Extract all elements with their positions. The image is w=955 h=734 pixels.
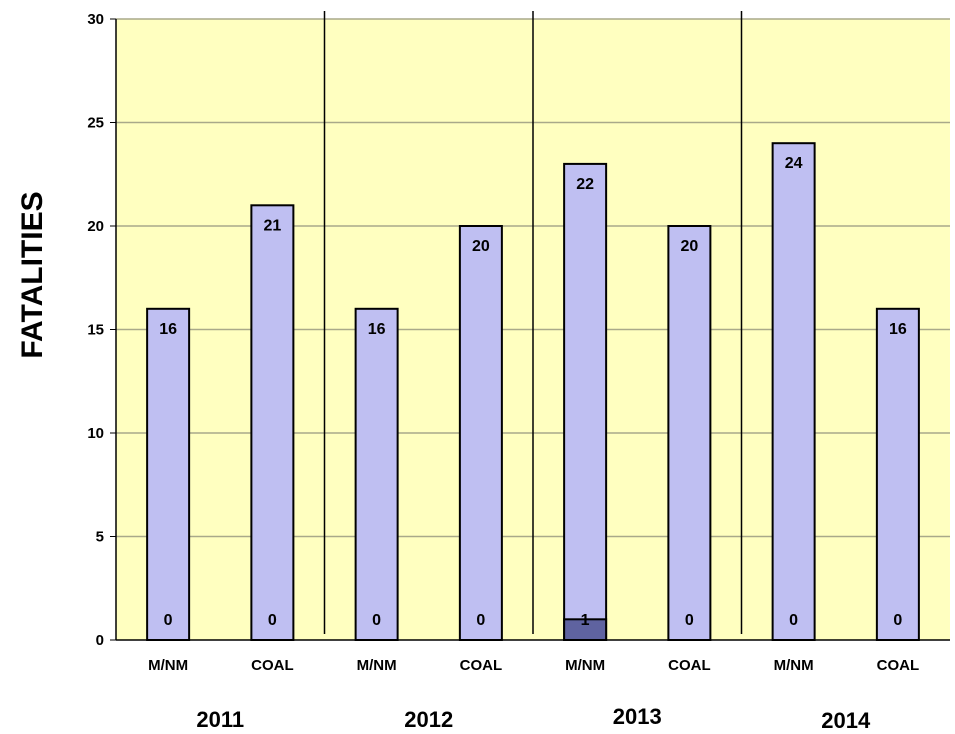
x-axis-categories: M/NM COAL M/NM COAL M/NM COAL M/NM COAL	[148, 657, 919, 674]
y-tick-label: 0	[96, 632, 104, 649]
bar	[354, 307, 399, 641]
x-category-label: COAL	[668, 657, 711, 674]
year-label: 2013	[613, 704, 662, 729]
data-label-bottom: 0	[372, 612, 381, 629]
data-label-top: 16	[889, 321, 907, 338]
y-axis-ticks: 0 5 10 15 20 25 30	[87, 11, 116, 649]
year-label: 2014	[821, 708, 871, 733]
x-category-label: COAL	[460, 657, 503, 674]
bars	[146, 142, 920, 642]
data-label-bottom: 0	[685, 612, 694, 629]
data-label-top: 20	[680, 238, 698, 255]
data-label-bottom: 1	[581, 612, 590, 629]
bar	[563, 162, 608, 641]
data-label-bottom: 0	[789, 612, 798, 629]
bar	[771, 142, 816, 641]
y-tick-label: 15	[87, 322, 104, 339]
year-label: 2012	[404, 707, 453, 732]
data-label-bottom: 0	[268, 612, 277, 629]
x-category-label: M/NM	[148, 657, 188, 674]
y-tick-label: 10	[87, 425, 104, 442]
data-label-bottom: 0	[164, 612, 173, 629]
year-dividers	[323, 11, 743, 634]
bar	[458, 225, 503, 641]
data-label-top: 21	[263, 217, 281, 234]
data-label-top: 16	[159, 321, 177, 338]
y-tick-label: 30	[87, 11, 104, 28]
y-tick-label: 20	[87, 218, 104, 235]
y-tick-label: 25	[87, 115, 104, 132]
x-category-label: M/NM	[565, 657, 605, 674]
data-label-top: 16	[368, 321, 386, 338]
bar	[250, 204, 295, 642]
x-category-label: M/NM	[774, 657, 814, 674]
data-label-bottom: 0	[476, 612, 485, 629]
bar	[667, 225, 712, 641]
data-labels: 16 0 21 0 16 0 20 0 22 1 20 0 24 0 16 0	[159, 155, 907, 629]
data-label-top: 22	[576, 176, 594, 193]
x-category-label: M/NM	[357, 657, 397, 674]
y-tick-label: 5	[96, 529, 104, 546]
data-label-top: 20	[472, 238, 490, 255]
data-label-bottom: 0	[893, 612, 902, 629]
data-label-top: 24	[785, 155, 803, 172]
year-labels: 2011 2012 2013 2014	[196, 704, 871, 733]
x-category-label: COAL	[251, 657, 294, 674]
bar	[146, 307, 191, 641]
bar	[875, 307, 920, 641]
x-category-label: COAL	[877, 657, 920, 674]
y-axis-title: FATALITIES	[16, 191, 49, 358]
year-label: 2011	[196, 707, 244, 732]
